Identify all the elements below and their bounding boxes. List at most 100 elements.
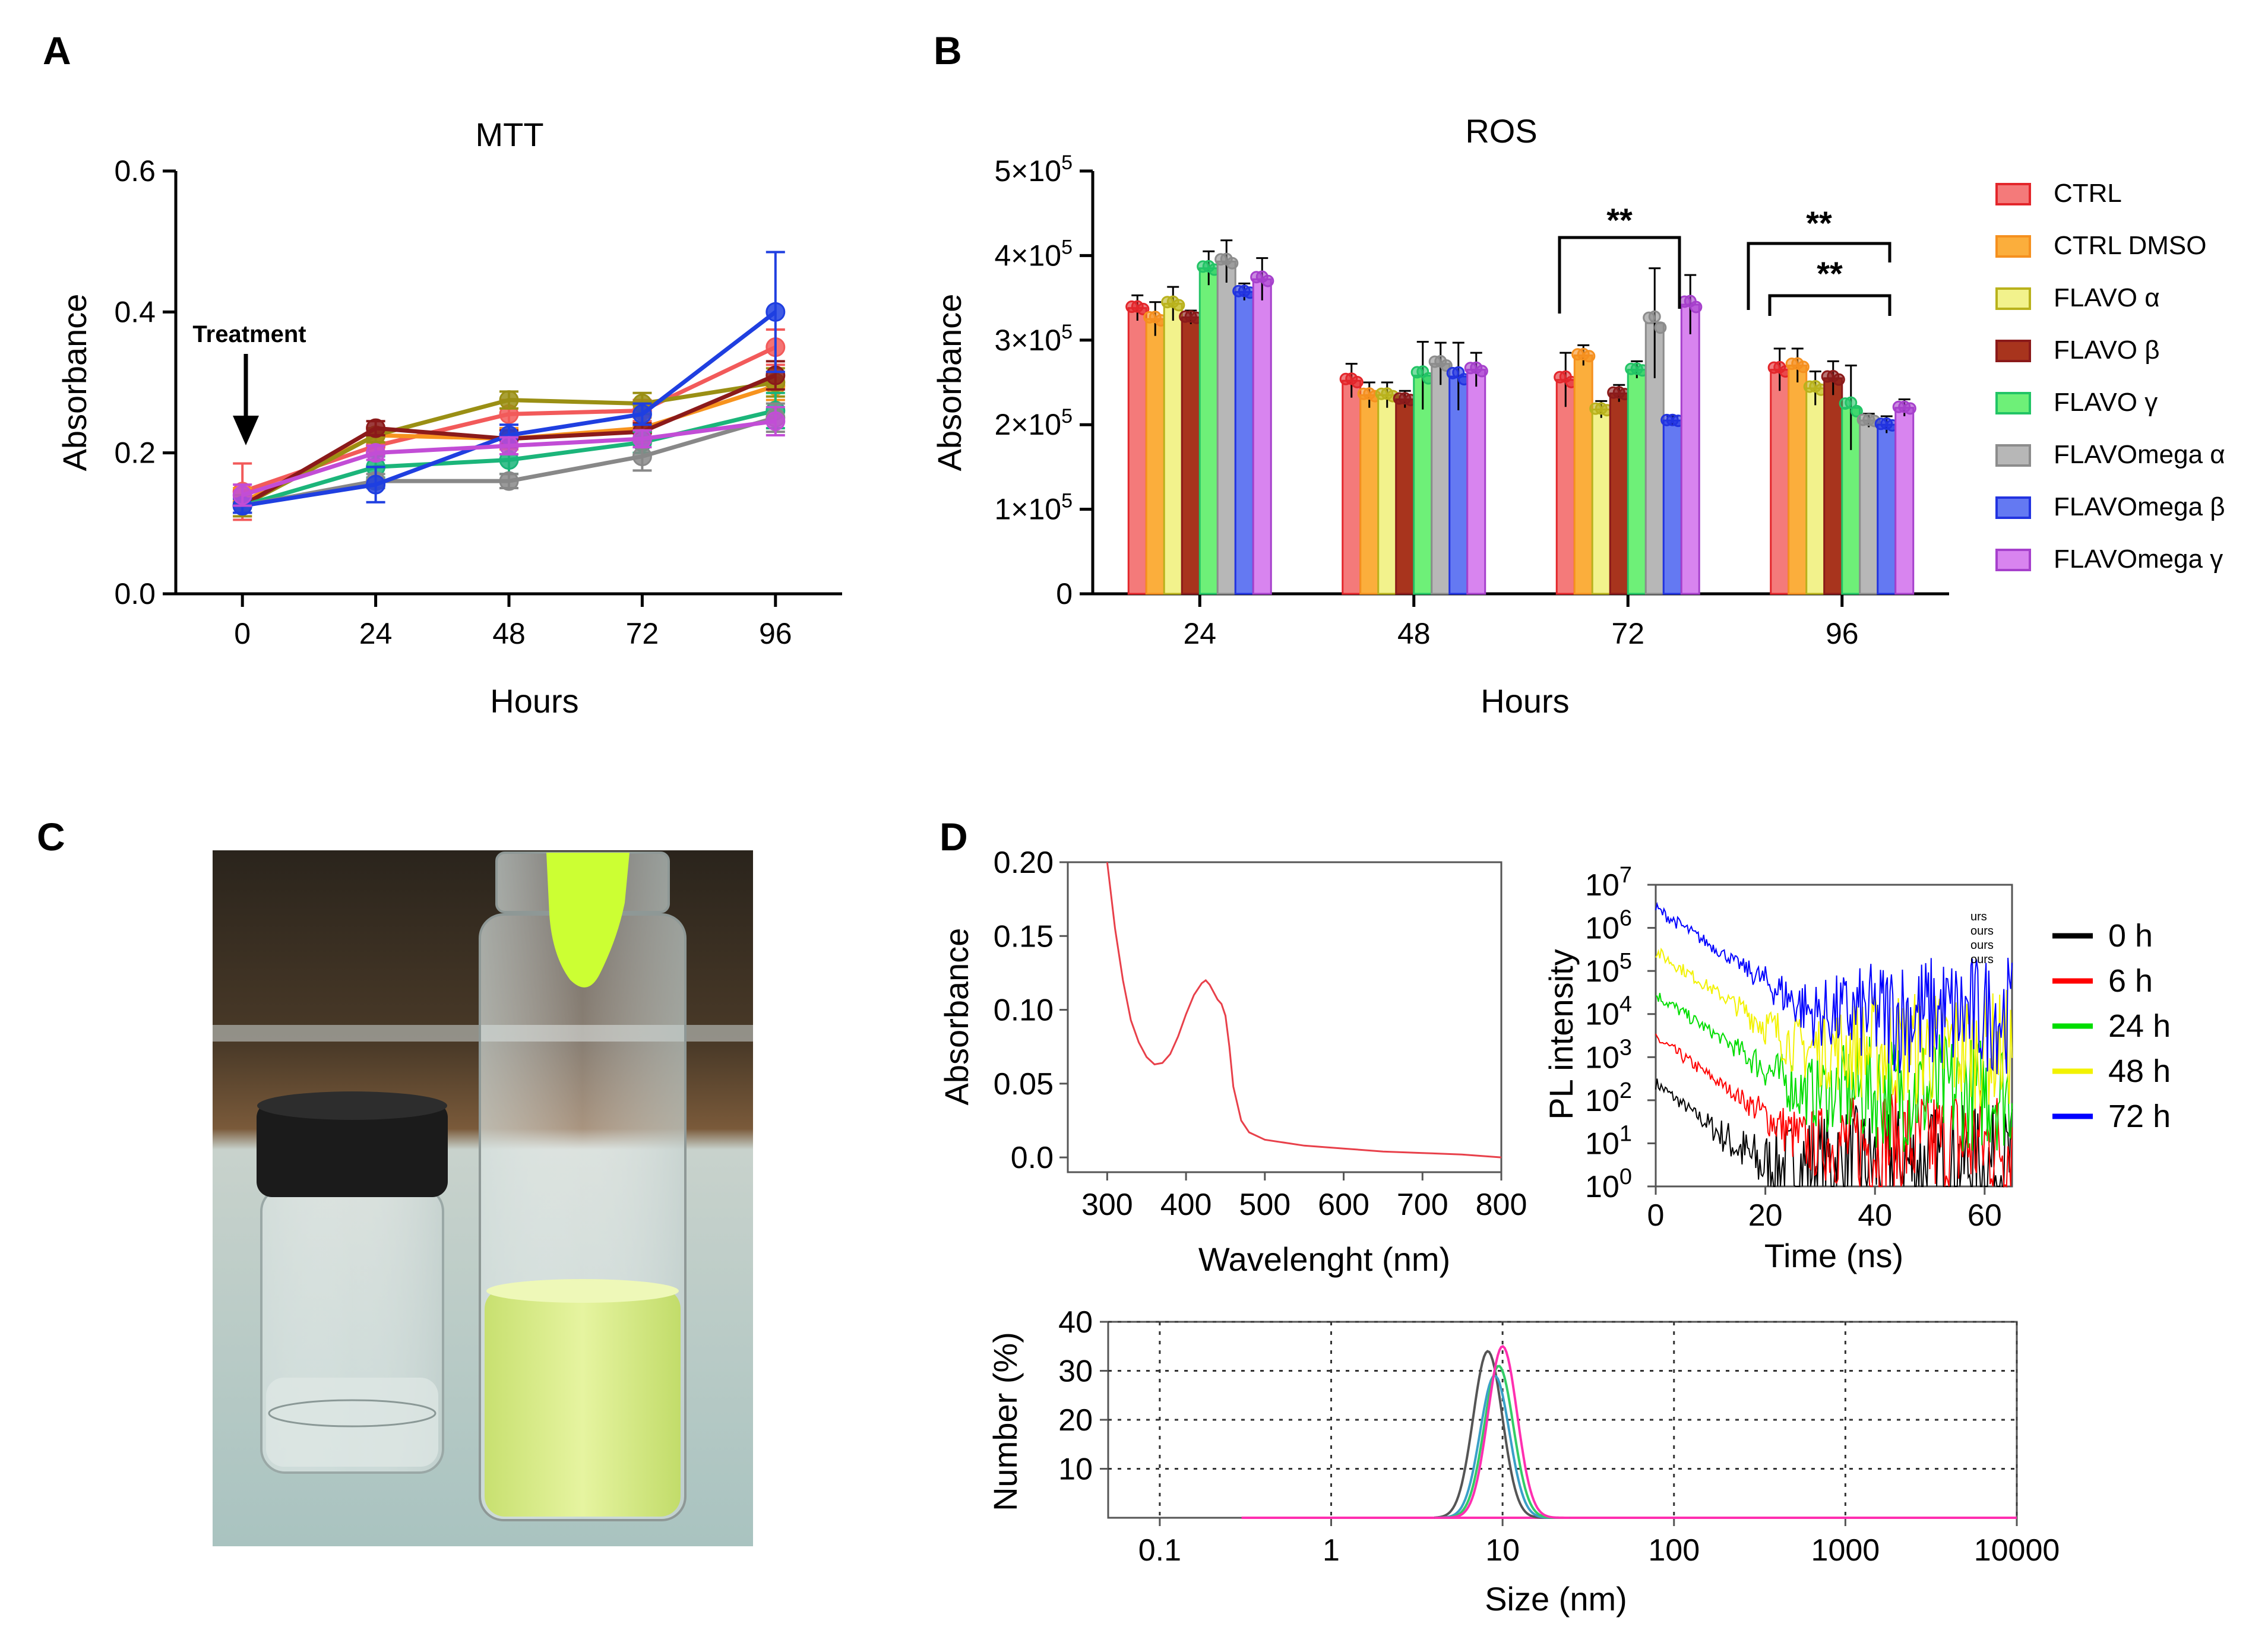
chart-b-title: ROS <box>1465 112 1537 150</box>
b-bar <box>1448 375 1469 595</box>
a-series <box>232 406 786 507</box>
dls-y-tick-label: 30 <box>1058 1354 1093 1389</box>
a-data-point <box>499 390 519 410</box>
b-replicate-dot <box>1832 373 1845 386</box>
a-x-tick-label: 96 <box>759 617 792 650</box>
b-bar <box>1627 369 1647 595</box>
absorbance-spectrum-chart: Absorbance Wavelenght (nm) 0.0 0.05 0.10 0.… <box>938 846 1527 1278</box>
b-bar <box>1877 423 1897 595</box>
b-bar <box>1181 316 1201 595</box>
b-legend-label: FLAVOmega γ <box>2054 545 2223 574</box>
a-data-point <box>366 443 386 463</box>
panel-label-d: D <box>940 815 968 859</box>
abs-x-tick-label: 700 <box>1397 1188 1448 1222</box>
b-legend-label: FLAVOmega α <box>2054 440 2225 469</box>
b-replicate-dot <box>1690 300 1703 314</box>
b-replicate-dot <box>1845 396 1858 409</box>
b-bar <box>1198 267 1219 595</box>
b-y-tick-label: 4×105 <box>994 236 1073 272</box>
b-replicate-dot <box>1583 350 1596 363</box>
dls-y-tick-label: 10 <box>1058 1452 1093 1487</box>
tall-vial-liquid <box>485 1289 681 1517</box>
small-vial-meniscus <box>268 1399 436 1428</box>
pl-inset-label: urs <box>1970 910 1987 923</box>
pl-decay-chart: PL intensity Time (ns) 10010110210310410… <box>1542 863 2171 1274</box>
abs-y-tick-label: 0.05 <box>994 1067 1054 1102</box>
pl-decay-trace <box>1655 901 2013 1074</box>
chart-b-x-label: Hours <box>1481 682 1569 720</box>
pl-inset-label: ours <box>1970 953 1994 966</box>
b-legend-swatch <box>1995 549 2031 571</box>
b-legend-swatch <box>1995 183 2031 205</box>
b-legend-swatch <box>1995 496 2031 519</box>
b-bar <box>1466 369 1486 595</box>
b-bar <box>1145 318 1165 595</box>
b-bar <box>1573 354 1593 595</box>
b-legend-swatch <box>1995 444 2031 467</box>
pl-decay-trace <box>1655 993 2013 1152</box>
bracket-72 <box>1558 236 1681 314</box>
dls-y-label: Number (%) <box>986 1332 1024 1511</box>
pl-y-tick-label: 107 <box>1585 863 1632 903</box>
treatment-arrowhead <box>233 416 259 445</box>
panel-label-a: A <box>43 29 71 72</box>
dls-size-curve <box>1434 1344 1570 1519</box>
b-replicate-dot <box>1226 257 1239 270</box>
pl-y-tick-label: 101 <box>1585 1121 1632 1161</box>
abs-x-label: Wavelenght (nm) <box>1198 1240 1450 1278</box>
dls-x-tick-label: 1000 <box>1811 1533 1880 1568</box>
b-legend-swatch <box>1995 287 2031 310</box>
a-data-point <box>766 411 786 431</box>
pl-inset-label: ours <box>1970 939 1994 952</box>
b-replicate-dot <box>1137 302 1150 315</box>
pl-y-tick-label: 106 <box>1585 906 1632 946</box>
b-legend-label: CTRL <box>2054 179 2122 208</box>
pl-x-label: Time (ns) <box>1764 1237 1903 1274</box>
pl-legend-label: 72 h <box>2108 1099 2171 1134</box>
b-y-tick-label: 5×105 <box>994 151 1073 188</box>
fluorescent-drop <box>546 853 630 988</box>
a-x-tick-label: 72 <box>626 617 659 650</box>
b-bar <box>1894 407 1915 595</box>
b-bar <box>1127 307 1147 595</box>
panel-label-c: C <box>37 815 65 859</box>
pl-x-tick-label: 40 <box>1858 1198 1892 1233</box>
abs-y-tick-label: 0.20 <box>994 846 1054 880</box>
a-data-point <box>366 418 386 438</box>
b-bar <box>1788 365 1808 595</box>
b-bar <box>1342 379 1362 595</box>
chart-a-y-label: Absorbance <box>56 294 93 471</box>
chart-a-title: MTT <box>475 116 543 153</box>
b-replicate-dot <box>1903 402 1916 415</box>
dls-x-tick-label: 0.1 <box>1138 1533 1181 1568</box>
dls-x-tick-label: 10 <box>1485 1533 1520 1568</box>
a-y-tick-label: 0.4 <box>114 295 156 328</box>
b-x-tick-label: 96 <box>1826 617 1859 650</box>
abs-frame <box>1067 861 1502 1173</box>
bracket-96-upper <box>1747 242 1891 310</box>
b-bar <box>1359 394 1380 595</box>
b-replicate-dot <box>1850 404 1863 417</box>
small-vial-liquid <box>266 1378 438 1467</box>
a-data-point <box>632 404 652 424</box>
mtt-chart: MTT Absorbance Hours 0.0 0.2 0.4 0.6 0 24 48 7… <box>56 116 842 720</box>
pl-y-tick-label: 104 <box>1585 992 1632 1032</box>
b-bar <box>1555 379 1576 595</box>
a-y-tick-label: 0.0 <box>114 577 156 610</box>
abs-x-tick-label: 300 <box>1081 1188 1133 1222</box>
b-replicate-dot <box>1172 299 1185 312</box>
small-vial <box>257 1091 448 1474</box>
pl-y-tick-label: 105 <box>1585 949 1632 989</box>
b-legend-label: FLAVO α <box>2054 283 2160 312</box>
significance-96-lower: ** <box>1817 255 1843 292</box>
abs-x-tick-label: 500 <box>1239 1188 1290 1222</box>
ros-chart: ROS Absorbance Hours 0 1×105 2×105 3×105 4×1… <box>931 112 2225 720</box>
b-legend-label: FLAVOmega β <box>2054 492 2225 521</box>
b-bar <box>1395 398 1415 595</box>
b-bar <box>1413 375 1433 595</box>
b-replicate-dot <box>1475 365 1488 378</box>
b-bar <box>1252 278 1272 595</box>
dls-x-label: Size (nm) <box>1485 1580 1627 1618</box>
pl-x-tick-label: 60 <box>1968 1198 2002 1233</box>
b-legend-label: CTRL DMSO <box>2054 231 2207 260</box>
